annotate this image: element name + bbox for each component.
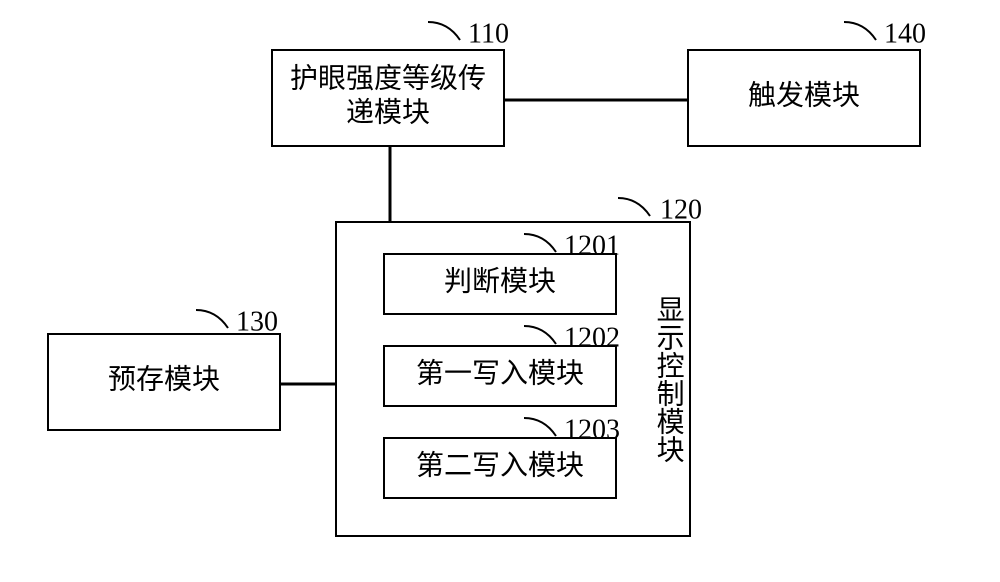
- ref-1202: 1202: [564, 322, 620, 353]
- ref-1203: 1203: [564, 414, 620, 445]
- block-label-1202: 第一写入模块: [416, 357, 584, 389]
- block-label-130: 预存模块: [108, 363, 220, 395]
- leader-130: [196, 310, 228, 328]
- ref-110: 110: [468, 18, 509, 49]
- block-label-110: 递模块: [346, 96, 430, 128]
- block-label-1201: 判断模块: [444, 265, 556, 297]
- leader-120: [618, 198, 650, 216]
- block-label-140: 触发模块: [748, 79, 860, 111]
- block-label-120: 显示控制模块: [653, 295, 685, 463]
- ref-140: 140: [884, 18, 926, 49]
- ref-130: 130: [236, 306, 278, 337]
- ref-1201: 1201: [564, 230, 620, 261]
- leader-140: [844, 22, 876, 40]
- leader-110: [428, 22, 460, 40]
- ref-120: 120: [660, 194, 702, 225]
- block-label-110: 护眼强度等级传: [290, 62, 486, 94]
- block-label-1203: 第二写入模块: [416, 449, 584, 481]
- block-diagram: 护眼强度等级传递模块 触发模块显示控制模块 判断模块第一写入模块第二写入模块 预存模块…: [0, 0, 1000, 582]
